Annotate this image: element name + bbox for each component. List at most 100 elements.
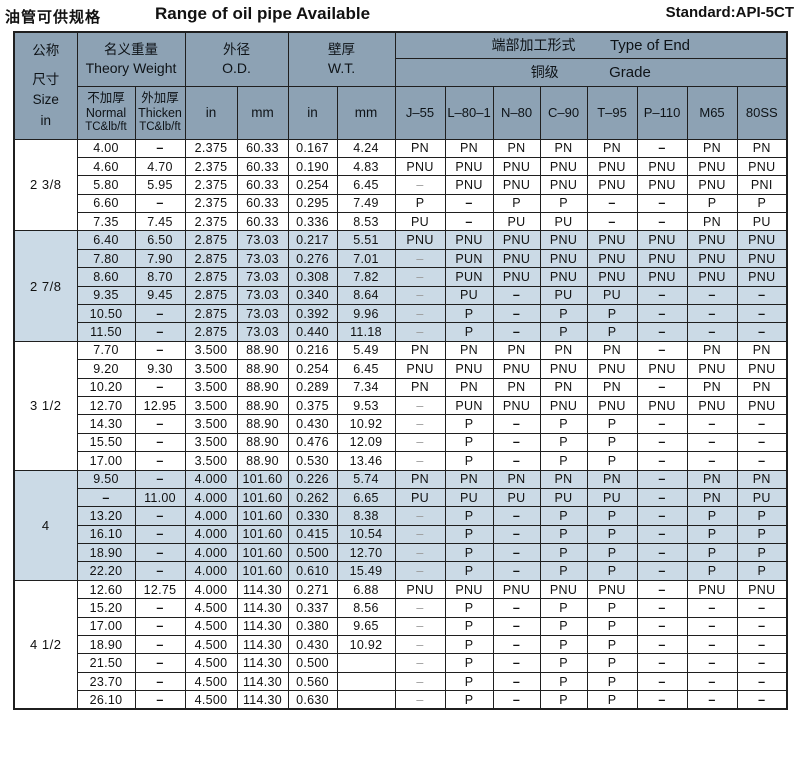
grade-cell: P	[586, 414, 638, 434]
grade-cell: PNU	[586, 395, 638, 416]
grade-cell: –	[636, 579, 688, 600]
cell-thicken: –	[134, 414, 186, 434]
grade-cell: –	[686, 616, 738, 637]
header-size-cn1: 公称	[32, 42, 60, 58]
grade-cell: –	[586, 212, 638, 232]
cell-wt-mm: 5.51	[336, 230, 396, 250]
cell-od-mm: 88.90	[236, 377, 289, 397]
grade-cell: P	[586, 635, 638, 655]
cell-wt-in: 0.610	[287, 561, 338, 581]
grade-cell: –	[394, 598, 446, 618]
size-label: 3 1/2	[13, 340, 78, 471]
cell-thicken: –	[134, 377, 186, 397]
cell-od-in: 2.875	[184, 285, 238, 306]
cell-od-in: 4.500	[184, 671, 238, 692]
grade-cell: P	[586, 653, 638, 673]
grade-cell: –	[636, 304, 688, 324]
grade-cell: PU	[736, 212, 788, 232]
grade-cell: –	[636, 635, 688, 655]
cell-normal: 26.10	[76, 690, 136, 710]
grade-cell: –	[394, 304, 446, 324]
grade-cell: PU	[586, 487, 638, 508]
grade-cell: PNU	[492, 230, 541, 250]
page-title-en: Range of oil pipe Available	[155, 4, 371, 23]
grade-cell: –	[394, 432, 446, 453]
table-row: 13.20–4.000 101.60 0.330 8.38– P – P P – P P	[14, 506, 788, 526]
grade-cell: –	[394, 248, 446, 269]
grade-cell: PN	[686, 469, 738, 489]
cell-normal: 6.40	[76, 230, 136, 250]
cell-normal: 8.60	[76, 267, 136, 287]
cell-od-mm: 114.30	[236, 690, 289, 710]
grade-cell: P	[444, 322, 494, 342]
grade-cell: PNU	[636, 248, 688, 269]
cell-od-in: 3.500	[184, 414, 238, 434]
grade-cell: PNU	[736, 395, 788, 416]
grade-cell: P	[539, 653, 588, 673]
grade-cell: –	[686, 451, 738, 471]
cell-normal: 23.70	[76, 671, 136, 692]
grade-cell: PN	[492, 469, 541, 489]
table-row: 4.60 4.70 2.375 60.33 0.190 4.83 PNU PNU PNU PNU P…	[14, 156, 788, 177]
cell-od-in: 4.500	[184, 635, 238, 655]
grade-cell: PNU	[539, 175, 588, 195]
header-thicken-en: Thicken	[138, 105, 182, 120]
grade-cell: –	[736, 322, 788, 342]
cell-wt-in: 0.217	[287, 230, 338, 250]
grade-cell: PNU	[539, 395, 588, 416]
grade-cell: –	[492, 414, 541, 434]
cell-od-in: 2.375	[184, 138, 238, 158]
cell-od-in: 2.375	[184, 156, 238, 177]
grade-cell: P	[444, 671, 494, 692]
grade-cell: –	[492, 432, 541, 453]
table-row: 10.20–3.500 88.90 0.289 7.34 PN PN PN PN PN – PN PN	[14, 377, 788, 397]
grade-cell: PU	[539, 487, 588, 508]
grade-cell: –	[636, 212, 688, 232]
cell-od-in: 3.500	[184, 395, 238, 416]
table-row: 21.50–4.500 114.30 0.500– P – P P – – –	[14, 653, 788, 673]
table-row: 7.35 7.45 2.375 60.33 0.336 8.53 PU – PU PU – – PN PU	[14, 212, 788, 232]
cell-wt-mm: 7.34	[336, 377, 396, 397]
cell-normal: 16.10	[76, 524, 136, 545]
grade-cell: P	[686, 193, 738, 214]
grade-cell: PN	[492, 138, 541, 158]
cell-normal: 4.00	[76, 138, 136, 158]
cell-od-mm: 88.90	[236, 359, 289, 379]
cell-wt-mm: 4.83	[336, 156, 396, 177]
cell-od-mm: 88.90	[236, 414, 289, 434]
grade-cell: PU	[492, 487, 541, 508]
grade-cell: PNU	[686, 395, 738, 416]
cell-od-mm: 88.90	[236, 395, 289, 416]
cell-wt-in: 0.295	[287, 193, 338, 214]
cell-thicken: –	[134, 598, 186, 618]
header-grade-80ss: 80SS	[736, 85, 788, 140]
cell-od-mm: 73.03	[236, 230, 289, 250]
cell-wt-in: 0.430	[287, 414, 338, 434]
cell-thicken: –	[134, 653, 186, 673]
grade-cell: P	[586, 671, 638, 692]
grade-cell: –	[736, 598, 788, 618]
grade-cell: PU	[394, 212, 446, 232]
cell-normal: 17.00	[76, 616, 136, 637]
cell-wt-in: 0.560	[287, 671, 338, 692]
cell-wt-in: 0.340	[287, 285, 338, 306]
table-row: 17.00–3.500 88.90 0.530 13.46– P – P P – – –	[14, 451, 788, 471]
grade-cell: P	[586, 524, 638, 545]
cell-normal: 15.20	[76, 598, 136, 618]
cell-wt-in: 0.216	[287, 340, 338, 361]
header-normal-cn: 不加厚	[87, 90, 125, 105]
cell-wt-mm: 9.53	[336, 395, 396, 416]
cell-wt-in: 0.336	[287, 212, 338, 232]
grade-cell: P	[444, 432, 494, 453]
grade-cell: –	[686, 285, 738, 306]
cell-od-in: 3.500	[184, 340, 238, 361]
grade-cell: PNU	[444, 175, 494, 195]
cell-normal: 4.60	[76, 156, 136, 177]
cell-od-in: 3.500	[184, 432, 238, 453]
table-row: 7.80 7.90 2.875 73.03 0.276 7.01– PUN PNU PNU PNU…	[14, 248, 788, 269]
grade-cell: –	[394, 451, 446, 471]
grade-cell: –	[686, 322, 738, 342]
grade-cell: –	[492, 322, 541, 342]
grade-cell: –	[686, 635, 738, 655]
grade-cell: PN	[686, 487, 738, 508]
